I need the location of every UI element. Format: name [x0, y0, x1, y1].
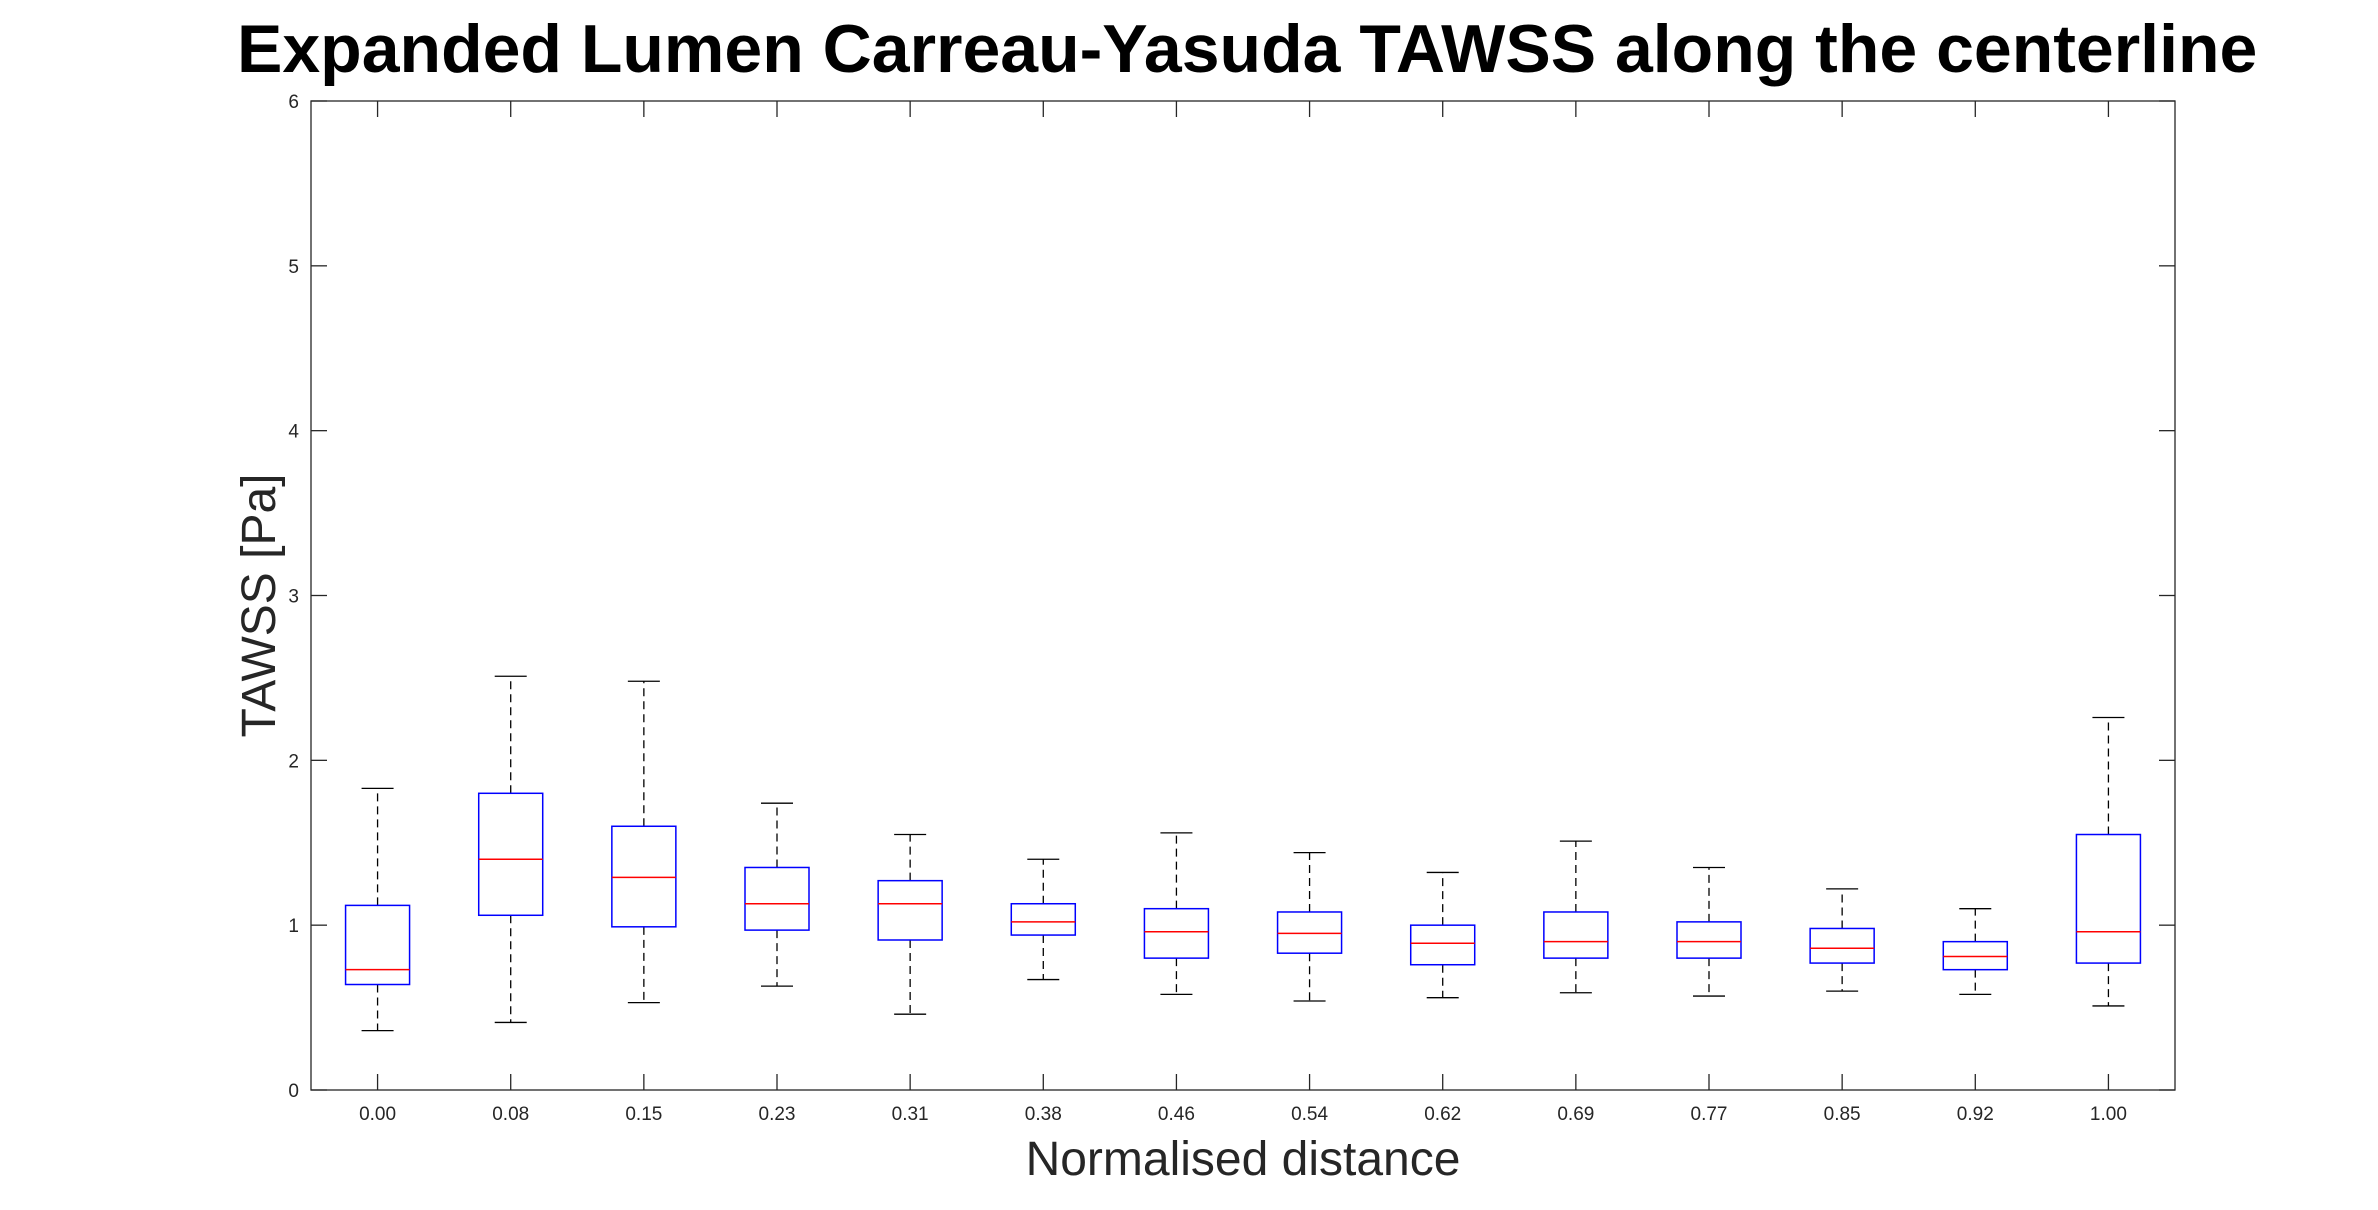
- x-tick-label: 1.00: [2090, 1104, 2127, 1125]
- iqr-box: [1942, 940, 2009, 971]
- iqr-box: [744, 866, 810, 931]
- x-axis-label: Normalised distance: [1026, 1133, 1461, 1186]
- x-tick-label: 0.15: [625, 1104, 662, 1125]
- y-axis-label: TAWSS [Pa]: [233, 473, 286, 737]
- y-tick-label: 2: [288, 751, 299, 772]
- x-tick-label: 0.77: [1691, 1104, 1728, 1125]
- x-tick-label: 0.62: [1424, 1104, 1461, 1125]
- x-tick-label: 0.54: [1291, 1104, 1328, 1125]
- iqr-box: [1143, 907, 1210, 959]
- y-tick-label: 5: [288, 257, 299, 278]
- box-0.23: [744, 802, 810, 987]
- box-0.46: [1143, 832, 1210, 996]
- y-tick-label: 0: [288, 1081, 299, 1102]
- box-0.54: [1276, 851, 1343, 1002]
- box-0.00: [344, 787, 411, 1032]
- iqr-box: [1409, 924, 1476, 966]
- iqr-box: [1809, 927, 1875, 964]
- x-tick-label: 0.31: [892, 1104, 929, 1125]
- x-tick-label: 0.85: [1824, 1104, 1861, 1125]
- box-0.85: [1809, 888, 1875, 992]
- iqr-box: [1543, 911, 1609, 959]
- y-tick-label: 3: [288, 587, 299, 608]
- x-tick-label: 0.23: [759, 1104, 796, 1125]
- y-tick-label: 6: [288, 92, 299, 113]
- chart-title: Expanded Lumen Carreau-Yasuda TAWSS alon…: [237, 11, 2258, 87]
- box-0.62: [1409, 871, 1476, 999]
- iqr-box: [477, 792, 544, 917]
- boxes-layer: [344, 675, 2142, 1032]
- box-0.92: [1942, 908, 2009, 996]
- box-0.69: [1543, 840, 1609, 994]
- x-tick-label: 0.46: [1158, 1104, 1195, 1125]
- iqr-box: [1676, 921, 1742, 959]
- iqr-box: [1010, 902, 1077, 936]
- y-tick-label: 1: [288, 916, 299, 937]
- x-tick-label: 0.08: [492, 1104, 529, 1125]
- iqr-box: [1276, 911, 1343, 954]
- iqr-box: [877, 879, 943, 941]
- box-0.77: [1676, 866, 1742, 997]
- plot-frame: [310, 100, 2176, 1091]
- axes-layer: 0 1 2 3 4 5 6 0.00 0.08 0.15 0.23 0.31 0.38 0.46 0.54 0…: [288, 92, 2176, 1125]
- iqr-box: [611, 825, 677, 928]
- box-0.31: [877, 833, 943, 1015]
- box-0.08: [477, 675, 544, 1024]
- box-1.00: [2075, 716, 2142, 1007]
- box-0.15: [611, 680, 677, 1004]
- iqr-box: [2075, 833, 2142, 964]
- box-0.38: [1010, 858, 1077, 981]
- x-tick-label: 0.00: [359, 1104, 396, 1125]
- x-tick-label: 0.69: [1557, 1104, 1594, 1125]
- iqr-box: [344, 904, 411, 986]
- x-tick-label: 0.38: [1025, 1104, 1062, 1125]
- x-tick-label: 0.92: [1957, 1104, 1994, 1125]
- y-tick-label: 4: [288, 422, 299, 443]
